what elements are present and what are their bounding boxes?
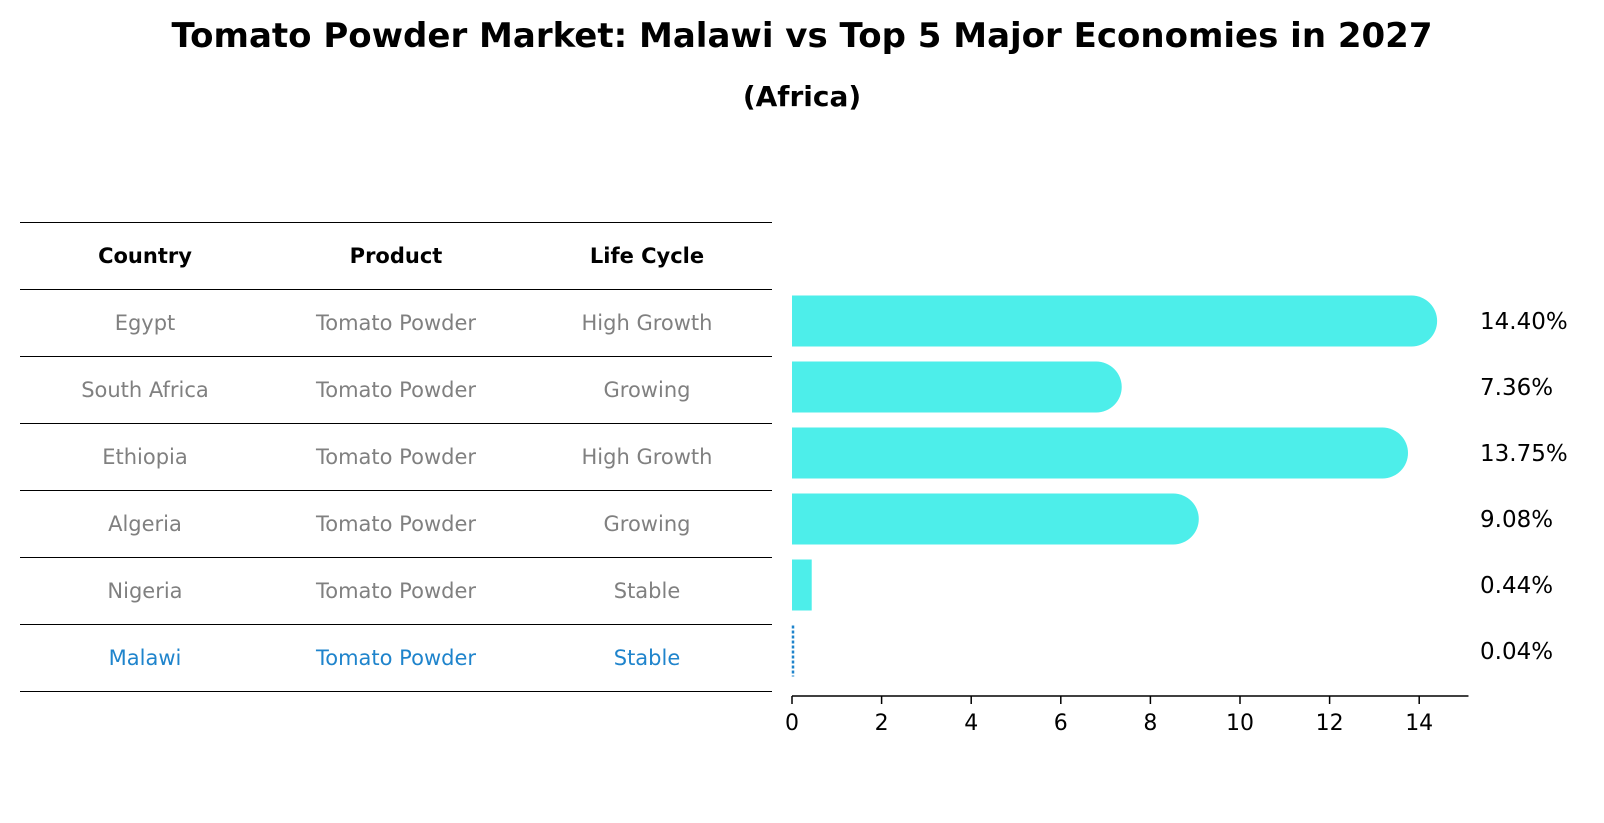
bar-nigeria: [792, 559, 812, 611]
cell-product: Tomato Powder: [315, 445, 476, 469]
value-label: 0.04%: [1480, 639, 1553, 665]
value-label: 9.08%: [1480, 507, 1553, 533]
header-life-cycle: Life Cycle: [589, 244, 705, 268]
cell-life-cycle: Growing: [603, 512, 691, 536]
cell-life-cycle: Growing: [603, 378, 691, 402]
data-table: Country Product Life Cycle Egypt Tomato …: [20, 222, 772, 692]
chart-title: Tomato Powder Market: Malawi vs Top 5 Ma…: [171, 16, 1433, 56]
cell-country: South Africa: [81, 378, 209, 402]
table-row: Algeria Tomato Powder Growing: [20, 490, 772, 557]
table-row: Egypt Tomato Powder High Growth: [20, 289, 772, 356]
cell-product: Tomato Powder: [315, 646, 476, 670]
cell-product: Tomato Powder: [315, 512, 476, 536]
value-label: 0.44%: [1480, 573, 1553, 599]
cell-life-cycle: High Growth: [581, 445, 713, 469]
value-label: 13.75%: [1480, 441, 1568, 467]
table-row: South Africa Tomato Powder Growing: [20, 356, 772, 423]
x-tick-label: 6: [1054, 711, 1068, 736]
table-row: Nigeria Tomato Powder Stable: [20, 557, 772, 624]
cell-product: Tomato Powder: [315, 378, 476, 402]
value-label: 7.36%: [1480, 375, 1553, 401]
bar-ethiopia: [792, 427, 1408, 479]
chart-subtitle: (Africa): [742, 80, 862, 113]
x-tick-label: 0: [785, 711, 799, 736]
cell-life-cycle: Stable: [613, 579, 681, 603]
bar-south-africa: [792, 361, 1122, 413]
bar-egypt: [792, 295, 1438, 347]
x-tick-label: 12: [1316, 711, 1344, 736]
cell-country: Malawi: [108, 646, 182, 670]
cell-country: Algeria: [108, 512, 182, 536]
x-tick-label: 4: [964, 711, 978, 736]
cell-product: Tomato Powder: [315, 579, 476, 603]
header-country: Country: [98, 244, 192, 268]
x-tick-label: 2: [875, 711, 889, 736]
bar-algeria: [792, 493, 1199, 545]
table-row: Ethiopia Tomato Powder High Growth: [20, 423, 772, 490]
x-tick-label: 8: [1143, 711, 1157, 736]
cell-country: Nigeria: [107, 579, 183, 603]
x-tick-label: 14: [1405, 711, 1433, 736]
cell-country: Ethiopia: [102, 445, 188, 469]
cell-country: Egypt: [114, 311, 176, 335]
table-row-highlight: Malawi Tomato Powder Stable: [20, 624, 772, 692]
cell-product: Tomato Powder: [315, 311, 476, 335]
table-header-row: Country Product Life Cycle: [20, 222, 772, 289]
header-product: Product: [349, 244, 443, 268]
cell-life-cycle: High Growth: [581, 311, 713, 335]
cell-life-cycle: Stable: [613, 646, 681, 670]
x-tick-label: 10: [1226, 711, 1254, 736]
value-label: 14.40%: [1480, 309, 1568, 335]
